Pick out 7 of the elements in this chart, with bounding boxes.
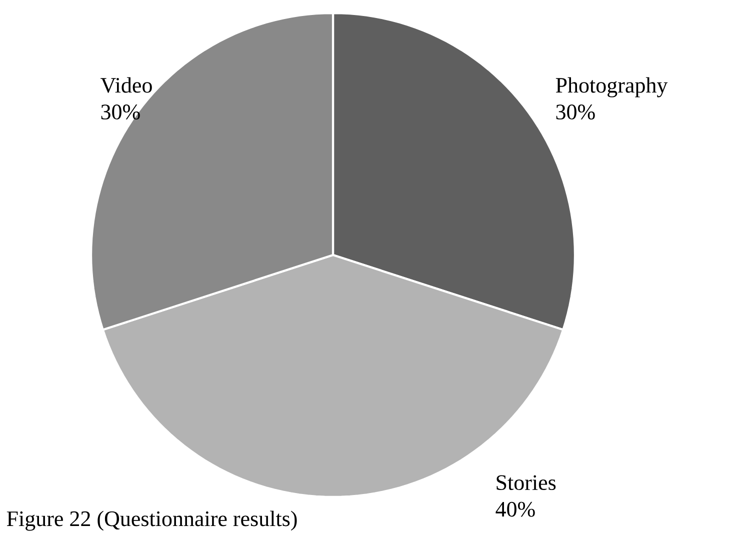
caption: Figure 22 (Questionnaire results) [6,510,297,531]
data-label: 30% [101,104,140,120]
data-label: 30% [556,104,595,120]
data-label: 40% [496,502,535,517]
slice-label: Stories [496,475,556,490]
slice-label: Video [100,77,152,93]
slice-label: Photography [556,77,668,98]
